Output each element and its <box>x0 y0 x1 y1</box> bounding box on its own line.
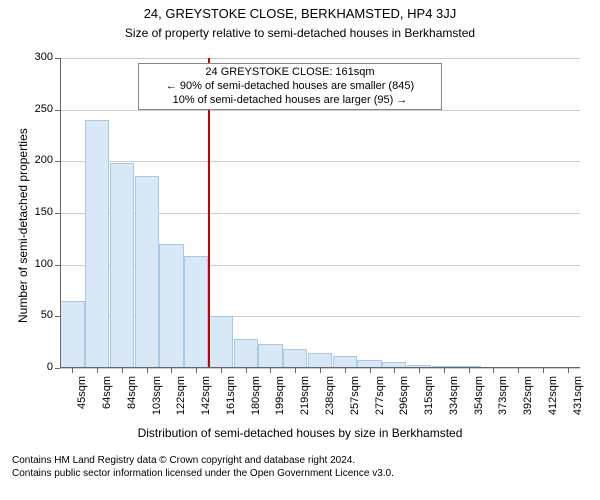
x-tick-label: 296sqm <box>398 376 410 426</box>
y-tick-label: 300 <box>25 51 53 63</box>
y-tick-label: 50 <box>25 309 53 321</box>
x-tick-mark <box>97 368 98 373</box>
histogram-bar <box>184 256 208 368</box>
y-tick-label: 100 <box>25 258 53 270</box>
footer-line1: Contains HM Land Registry data © Crown c… <box>12 454 394 467</box>
x-tick-label: 84sqm <box>126 376 138 426</box>
y-tick-mark <box>55 265 60 266</box>
x-tick-mark <box>543 368 544 373</box>
y-tick-mark <box>55 368 60 369</box>
x-tick-mark <box>568 368 569 373</box>
y-tick-label: 200 <box>25 154 53 166</box>
x-tick-mark <box>320 368 321 373</box>
x-tick-label: 199sqm <box>274 376 286 426</box>
x-tick-mark <box>196 368 197 373</box>
x-tick-mark <box>221 368 222 373</box>
annotation-line1: 24 GREYSTOKE CLOSE: 161sqm <box>145 66 435 80</box>
x-tick-mark <box>419 368 420 373</box>
y-tick-mark <box>55 161 60 162</box>
x-tick-label: 392sqm <box>522 376 534 426</box>
histogram-bar <box>60 301 84 368</box>
x-tick-label: 219sqm <box>299 376 311 426</box>
histogram-bar <box>110 163 134 368</box>
gridline <box>60 161 580 162</box>
x-tick-mark <box>246 368 247 373</box>
y-axis-line <box>60 58 61 368</box>
y-tick-label: 250 <box>25 103 53 115</box>
y-tick-mark <box>55 213 60 214</box>
chart-title-main: 24, GREYSTOKE CLOSE, BERKHAMSTED, HP4 3J… <box>0 6 600 21</box>
histogram-bar <box>209 316 233 368</box>
histogram-bar <box>159 244 183 368</box>
histogram-bar <box>258 344 282 368</box>
x-tick-mark <box>345 368 346 373</box>
histogram-bar <box>283 349 307 368</box>
y-tick-label: 150 <box>25 206 53 218</box>
annotation-box: 24 GREYSTOKE CLOSE: 161sqm ← 90% of semi… <box>138 63 442 110</box>
x-tick-label: 45sqm <box>76 376 88 426</box>
histogram-bar <box>308 353 332 369</box>
x-tick-label: 373sqm <box>497 376 509 426</box>
x-tick-label: 161sqm <box>225 376 237 426</box>
x-tick-label: 64sqm <box>101 376 113 426</box>
y-tick-mark <box>55 316 60 317</box>
x-tick-mark <box>147 368 148 373</box>
chart-title-sub: Size of property relative to semi-detach… <box>0 26 600 40</box>
x-tick-mark <box>270 368 271 373</box>
gridline <box>60 58 580 59</box>
x-axis-title: Distribution of semi-detached houses by … <box>0 426 600 440</box>
x-tick-label: 103sqm <box>151 376 163 426</box>
annotation-line2: ← 90% of semi-detached houses are smalle… <box>145 80 435 94</box>
x-tick-label: 142sqm <box>200 376 212 426</box>
x-tick-label: 431sqm <box>572 376 584 426</box>
x-tick-mark <box>493 368 494 373</box>
x-tick-label: 412sqm <box>547 376 559 426</box>
x-tick-label: 315sqm <box>423 376 435 426</box>
y-tick-mark <box>55 110 60 111</box>
y-tick-label: 0 <box>25 361 53 373</box>
x-tick-label: 277sqm <box>374 376 386 426</box>
x-tick-label: 122sqm <box>175 376 187 426</box>
plot-area: 24 GREYSTOKE CLOSE: 161sqm ← 90% of semi… <box>60 58 580 368</box>
histogram-bar <box>85 120 109 368</box>
histogram-bar <box>234 339 258 368</box>
x-tick-label: 238sqm <box>324 376 336 426</box>
x-tick-label: 354sqm <box>473 376 485 426</box>
annotation-line3: 10% of semi-detached houses are larger (… <box>145 94 435 108</box>
x-tick-mark <box>171 368 172 373</box>
footer-line2: Contains public sector information licen… <box>12 467 394 480</box>
x-tick-mark <box>469 368 470 373</box>
x-tick-mark <box>370 368 371 373</box>
x-tick-label: 334sqm <box>448 376 460 426</box>
y-tick-mark <box>55 58 60 59</box>
x-tick-mark <box>122 368 123 373</box>
footer: Contains HM Land Registry data © Crown c… <box>12 454 394 480</box>
x-tick-mark <box>295 368 296 373</box>
x-tick-label: 180sqm <box>250 376 262 426</box>
x-tick-mark <box>394 368 395 373</box>
x-tick-mark <box>72 368 73 373</box>
histogram-bar <box>135 176 159 368</box>
x-tick-label: 257sqm <box>349 376 361 426</box>
x-tick-mark <box>518 368 519 373</box>
x-tick-mark <box>444 368 445 373</box>
